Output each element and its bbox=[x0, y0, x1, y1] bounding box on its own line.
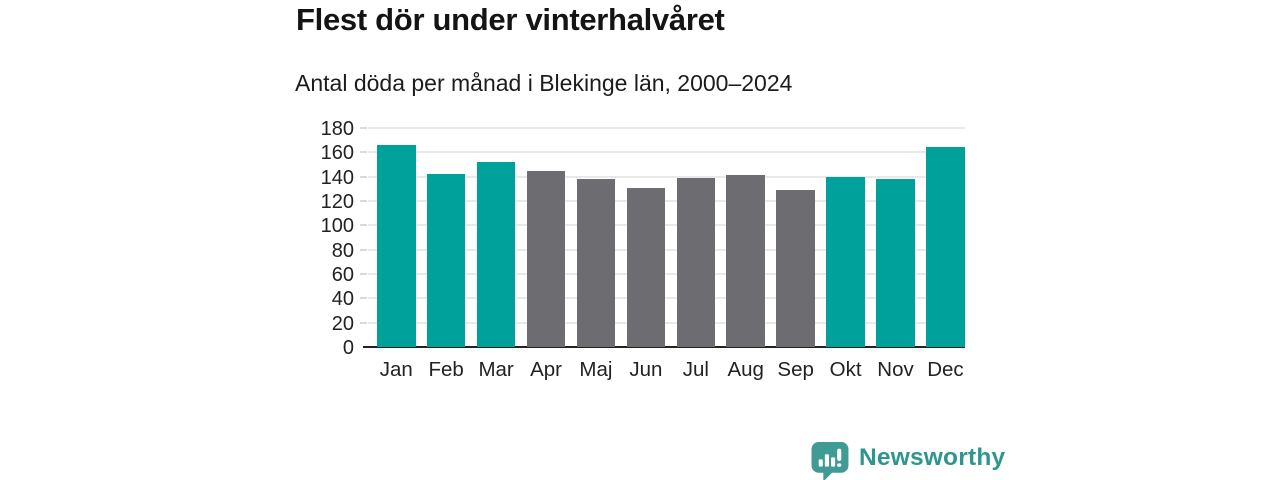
bar-sep bbox=[776, 190, 815, 347]
logo-bar-chart-glyph bbox=[818, 448, 842, 467]
x-axis-label-dec: Dec bbox=[927, 358, 964, 381]
chart-subtitle: Antal döda per månad i Blekinge län, 200… bbox=[295, 70, 793, 96]
y-axis-label-0: 0 bbox=[342, 337, 354, 359]
bar-nov bbox=[876, 179, 915, 347]
y-tick-160 bbox=[360, 151, 367, 154]
gridline-20 bbox=[368, 321, 965, 324]
y-axis-label-40: 40 bbox=[331, 288, 354, 311]
y-tick-100 bbox=[360, 224, 367, 227]
chart-title: Flest dör under vinterhalvåret bbox=[296, 2, 725, 37]
newsworthy-logo: Newsworthy bbox=[810, 442, 1005, 480]
gridline-140 bbox=[368, 175, 965, 178]
x-axis-label-sep: Sep bbox=[777, 358, 814, 381]
y-axis-label-180: 180 bbox=[320, 118, 354, 140]
bar-maj bbox=[576, 179, 616, 347]
x-axis-label-jun: Jun bbox=[629, 358, 663, 381]
x-axis-label-mar: Mar bbox=[478, 358, 514, 381]
plot-area bbox=[360, 127, 965, 348]
y-axis-label-20: 20 bbox=[331, 312, 354, 335]
x-axis-label-okt: Okt bbox=[829, 358, 862, 381]
y-tick-80 bbox=[360, 248, 367, 251]
y-tick-40 bbox=[360, 297, 367, 300]
bar-aug bbox=[726, 175, 765, 347]
y-tick-180 bbox=[360, 127, 367, 129]
y-tick-140 bbox=[360, 175, 367, 178]
gridline-180 bbox=[368, 127, 965, 129]
newsworthy-logo-icon bbox=[811, 442, 849, 480]
bar-jul bbox=[676, 177, 716, 347]
y-tick-20 bbox=[360, 321, 367, 324]
gridline-60 bbox=[368, 273, 965, 275]
x-axis-label-jan: Jan bbox=[379, 358, 413, 381]
y-axis-label-160: 160 bbox=[320, 142, 354, 165]
x-axis-label-nov: Nov bbox=[877, 358, 914, 381]
x-axis-label-jul: Jul bbox=[682, 358, 709, 381]
bar-okt bbox=[826, 176, 865, 347]
bar-apr bbox=[526, 170, 566, 347]
y-tick-60 bbox=[360, 273, 367, 275]
y-axis-label-80: 80 bbox=[331, 239, 354, 262]
y-axis-label-100: 100 bbox=[320, 215, 354, 238]
y-axis-label-60: 60 bbox=[331, 264, 354, 286]
bar-feb bbox=[426, 174, 466, 347]
gridline-120 bbox=[368, 200, 965, 202]
newsworthy-logo-text: Newsworthy bbox=[859, 444, 1006, 471]
y-tick-120 bbox=[360, 200, 367, 202]
bar-dec bbox=[926, 147, 965, 347]
bar-mar bbox=[476, 162, 516, 347]
x-axis-label-aug: Aug bbox=[727, 358, 764, 381]
x-axis-label-feb: Feb bbox=[428, 358, 464, 381]
gridline-80 bbox=[368, 248, 965, 251]
bar-jan bbox=[377, 145, 416, 347]
gridline-40 bbox=[368, 297, 965, 300]
y-axis-label-120: 120 bbox=[320, 191, 354, 213]
gridline-100 bbox=[368, 224, 965, 227]
x-axis-line bbox=[363, 346, 965, 348]
y-axis-label-140: 140 bbox=[320, 166, 354, 189]
x-axis-label-apr: Apr bbox=[530, 358, 562, 381]
gridline-160 bbox=[368, 151, 965, 154]
bar-jun bbox=[626, 187, 666, 347]
x-axis-label-maj: Maj bbox=[579, 358, 613, 381]
